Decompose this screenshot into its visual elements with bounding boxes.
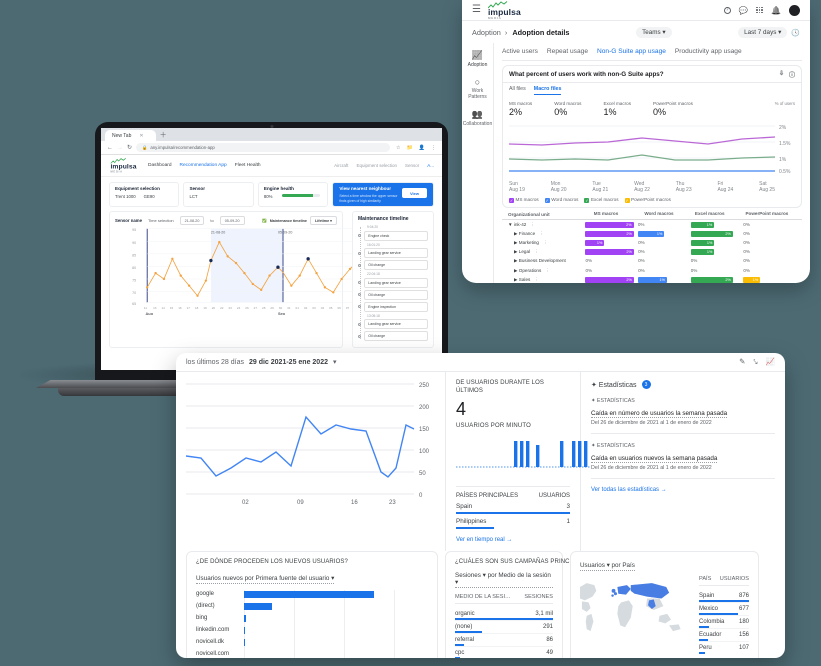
svg-text:28: 28 bbox=[262, 306, 266, 310]
svg-text:1.5%: 1.5% bbox=[779, 141, 791, 147]
svg-text:200: 200 bbox=[419, 405, 430, 411]
svg-text:05-09-20: 05-09-20 bbox=[278, 231, 292, 235]
svg-text:19: 19 bbox=[203, 306, 207, 310]
svg-text:80: 80 bbox=[132, 266, 136, 270]
svg-text:150: 150 bbox=[419, 427, 430, 433]
svg-text:23: 23 bbox=[389, 500, 396, 506]
svg-text:24: 24 bbox=[237, 306, 241, 310]
svg-text:26: 26 bbox=[245, 306, 249, 310]
svg-text:20: 20 bbox=[212, 306, 216, 310]
svg-text:11: 11 bbox=[144, 306, 147, 310]
svg-text:30: 30 bbox=[279, 306, 283, 310]
svg-text:21-08-20: 21-08-20 bbox=[211, 231, 225, 235]
svg-text:27: 27 bbox=[254, 306, 258, 310]
svg-text:23: 23 bbox=[229, 306, 233, 310]
svg-text:15: 15 bbox=[170, 306, 174, 310]
svg-text:01: 01 bbox=[296, 306, 300, 310]
svg-text:18: 18 bbox=[195, 306, 199, 310]
svg-text:250: 250 bbox=[419, 383, 430, 389]
svg-text:70: 70 bbox=[132, 291, 136, 295]
svg-text:22: 22 bbox=[220, 306, 224, 310]
svg-text:85: 85 bbox=[132, 254, 136, 258]
svg-text:09: 09 bbox=[297, 500, 304, 506]
svg-text:65: 65 bbox=[132, 302, 136, 306]
svg-text:06: 06 bbox=[337, 306, 341, 310]
svg-text:Sep: Sep bbox=[278, 312, 286, 315]
svg-text:75: 75 bbox=[132, 279, 136, 283]
svg-text:05: 05 bbox=[329, 306, 333, 310]
svg-text:29: 29 bbox=[270, 306, 274, 310]
svg-text:0.5%: 0.5% bbox=[779, 169, 791, 175]
svg-text:95: 95 bbox=[132, 228, 136, 232]
svg-text:02: 02 bbox=[304, 306, 308, 310]
svg-text:Aug: Aug bbox=[146, 312, 154, 315]
svg-text:0: 0 bbox=[419, 493, 423, 499]
svg-text:14: 14 bbox=[161, 306, 165, 310]
svg-text:90: 90 bbox=[132, 241, 136, 245]
svg-text:31: 31 bbox=[287, 306, 291, 310]
svg-text:1%: 1% bbox=[779, 157, 787, 163]
svg-text:16: 16 bbox=[178, 306, 182, 310]
svg-text:16: 16 bbox=[351, 500, 358, 506]
svg-text:04: 04 bbox=[321, 306, 325, 310]
svg-text:100: 100 bbox=[419, 449, 430, 455]
svg-text:2%: 2% bbox=[779, 125, 787, 131]
svg-text:17: 17 bbox=[187, 306, 191, 310]
svg-text:02: 02 bbox=[242, 500, 249, 506]
svg-text:50: 50 bbox=[419, 471, 426, 477]
svg-text:07: 07 bbox=[346, 306, 350, 310]
svg-text:13: 13 bbox=[153, 306, 157, 310]
svg-text:03: 03 bbox=[312, 306, 316, 310]
